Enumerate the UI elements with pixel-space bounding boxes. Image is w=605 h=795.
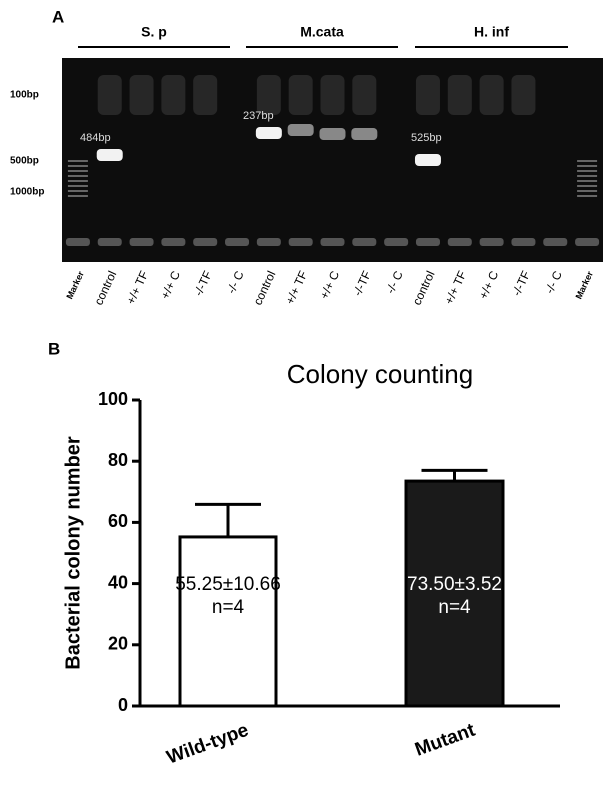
y-tick-label: 80 <box>108 450 128 470</box>
well <box>97 238 122 246</box>
well <box>575 238 600 246</box>
ladder-band <box>577 185 598 187</box>
well <box>447 238 472 246</box>
lane-label: -/-TF <box>191 269 215 298</box>
smear <box>97 75 122 115</box>
band-label: 237bp <box>243 110 274 122</box>
bar <box>178 535 278 708</box>
smear <box>161 75 186 115</box>
lane-label: control <box>91 269 119 308</box>
well <box>479 238 504 246</box>
band-label: 484bp <box>80 132 111 144</box>
well <box>352 238 377 246</box>
smear <box>193 75 218 115</box>
ladder-band <box>67 165 88 167</box>
well <box>193 238 218 246</box>
marker-label: 1000bp <box>10 187 44 198</box>
lane-label: -/-TF <box>509 269 533 298</box>
y-tick-label: 100 <box>98 389 128 409</box>
band <box>287 124 314 136</box>
well <box>161 238 186 246</box>
bar <box>404 479 505 708</box>
ladder-band <box>67 175 88 177</box>
smear <box>256 75 281 115</box>
smear <box>129 75 154 115</box>
marker-label: 100bp <box>10 90 39 101</box>
lane-label: +/+ C <box>476 268 501 301</box>
ladder-band <box>67 185 88 187</box>
lane-label: control <box>251 269 279 308</box>
value-label: 73.50±3.52 <box>407 574 502 595</box>
lane-label: +/+ TF <box>442 269 470 307</box>
band <box>255 127 282 139</box>
n-label: n=4 <box>212 597 245 618</box>
group-label: H. inf <box>474 24 509 40</box>
y-tick-label: 60 <box>108 511 128 531</box>
y-tick-label: 0 <box>118 695 128 715</box>
smear <box>447 75 472 115</box>
smear <box>352 75 377 115</box>
ladder-band <box>577 190 598 192</box>
x-tick-label: Mutant <box>412 719 478 760</box>
n-label: n=4 <box>438 597 471 618</box>
ladder-band <box>67 180 88 182</box>
band-label: 525bp <box>411 132 442 144</box>
group-label: M.cata <box>300 24 344 40</box>
well <box>415 238 440 246</box>
ladder-band <box>67 195 88 197</box>
lane-label: +/+ TF <box>124 269 152 307</box>
y-tick-label: 20 <box>108 634 128 654</box>
lane-label: -/-TF <box>350 269 374 298</box>
well <box>225 238 250 246</box>
ladder-band <box>67 160 88 162</box>
ladder-band <box>577 175 598 177</box>
marker-label: 500bp <box>10 156 39 167</box>
panel-label: B <box>48 339 60 358</box>
smear <box>479 75 504 115</box>
group-label: S. p <box>141 24 167 40</box>
lane-label: Marker <box>574 269 596 300</box>
band <box>351 128 378 140</box>
ladder-band <box>577 160 598 162</box>
well <box>543 238 568 246</box>
value-label: 55.25±10.66 <box>175 574 281 595</box>
lane-label: control <box>410 269 438 308</box>
panel-label: A <box>52 7 64 26</box>
lane-label: -/- C <box>224 268 247 295</box>
well <box>129 238 154 246</box>
band <box>414 154 441 166</box>
lane-label: -/- C <box>542 268 565 295</box>
smear <box>511 75 536 115</box>
well <box>256 238 281 246</box>
x-tick-label: Wild-type <box>164 720 251 769</box>
chart-title: Colony counting <box>287 359 473 389</box>
smear <box>320 75 345 115</box>
smear <box>415 75 440 115</box>
band <box>96 149 123 161</box>
ladder-band <box>577 170 598 172</box>
lane-label: +/+ C <box>158 268 183 301</box>
ladder-band <box>577 180 598 182</box>
band <box>319 128 346 140</box>
ladder-band <box>67 190 88 192</box>
ladder-band <box>577 195 598 197</box>
well <box>384 238 409 246</box>
smear <box>288 75 313 115</box>
well <box>320 238 345 246</box>
well <box>511 238 536 246</box>
ladder-band <box>67 170 88 172</box>
ladder-band <box>577 165 598 167</box>
lane-label: +/+ TF <box>283 269 311 307</box>
lane-label: +/+ C <box>317 268 342 301</box>
well <box>288 238 313 246</box>
lane-label: -/- C <box>383 268 406 295</box>
y-tick-label: 40 <box>108 572 128 592</box>
well <box>65 238 90 246</box>
lane-label: Marker <box>64 269 86 300</box>
y-axis-label: Bacterial colony number <box>62 436 84 670</box>
